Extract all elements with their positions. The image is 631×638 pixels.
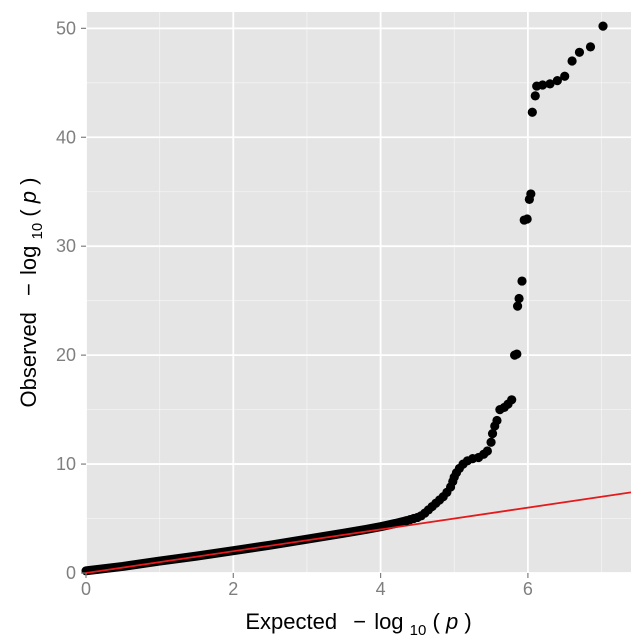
x-tick-label: 2 (228, 579, 238, 599)
x-axis-title-open: ( (432, 609, 440, 634)
y-tick-label: 20 (56, 345, 76, 365)
data-point (574, 47, 585, 57)
plot-panel (86, 12, 631, 573)
data-points (401, 21, 608, 526)
data-point (512, 349, 522, 359)
data-point (552, 76, 562, 86)
data-point (530, 91, 540, 101)
y-tick-label: 40 (56, 127, 76, 147)
y-axis-title-minus: − (16, 283, 41, 296)
x-tick-label: 0 (81, 579, 91, 599)
x-axis-title: Expected − log 10 ( p ) (245, 609, 471, 638)
data-point (492, 415, 502, 426)
data-point (517, 276, 527, 286)
data-point (522, 214, 532, 224)
data-point (507, 395, 517, 405)
data-point (512, 301, 523, 311)
y-axis-title-close: ) (16, 178, 41, 185)
reference-line (85, 491, 631, 574)
x-tick-label: 4 (376, 579, 386, 599)
data-point (598, 21, 608, 31)
y-axis-title-var: p (16, 191, 41, 204)
data-point (527, 107, 537, 117)
reference-line-layer (85, 491, 631, 574)
major-gridlines (85, 12, 631, 574)
y-axis-title-log: log (16, 246, 41, 275)
data-point (585, 42, 596, 52)
y-axis-title-open: ( (16, 209, 41, 217)
x-axis-title-minus: − (353, 609, 366, 634)
x-axis-title-sub: 10 (410, 622, 427, 638)
data-point (482, 446, 492, 456)
data-point (538, 80, 548, 90)
y-axis-title: Observed − log 10 ( p ) (16, 178, 47, 408)
y-axis-title-sub: 10 (29, 223, 46, 240)
x-axis-title-log: log (374, 609, 403, 634)
y-axis-title-prefix: Observed (16, 312, 41, 407)
x-axis-title-var: p (445, 609, 458, 634)
data-point (487, 428, 498, 439)
data-point (560, 71, 570, 81)
x-axis-title-close: ) (464, 609, 471, 634)
x-tick-label: 6 (523, 579, 533, 599)
y-tick-label: 0 (66, 563, 76, 583)
minor-gridlines (86, 12, 631, 573)
x-axis-ticks: 0 2 4 6 (81, 573, 533, 599)
y-tick-label: 50 (56, 18, 76, 38)
data-point (526, 189, 536, 199)
data-point (567, 56, 577, 66)
data-point (545, 79, 555, 89)
data-point (486, 437, 496, 447)
y-tick-label: 10 (56, 454, 76, 474)
y-axis-ticks: 0 10 20 30 40 50 (56, 18, 86, 583)
y-tick-label: 30 (56, 236, 76, 256)
data-point (514, 293, 524, 304)
x-axis-title-prefix: Expected (245, 609, 337, 634)
